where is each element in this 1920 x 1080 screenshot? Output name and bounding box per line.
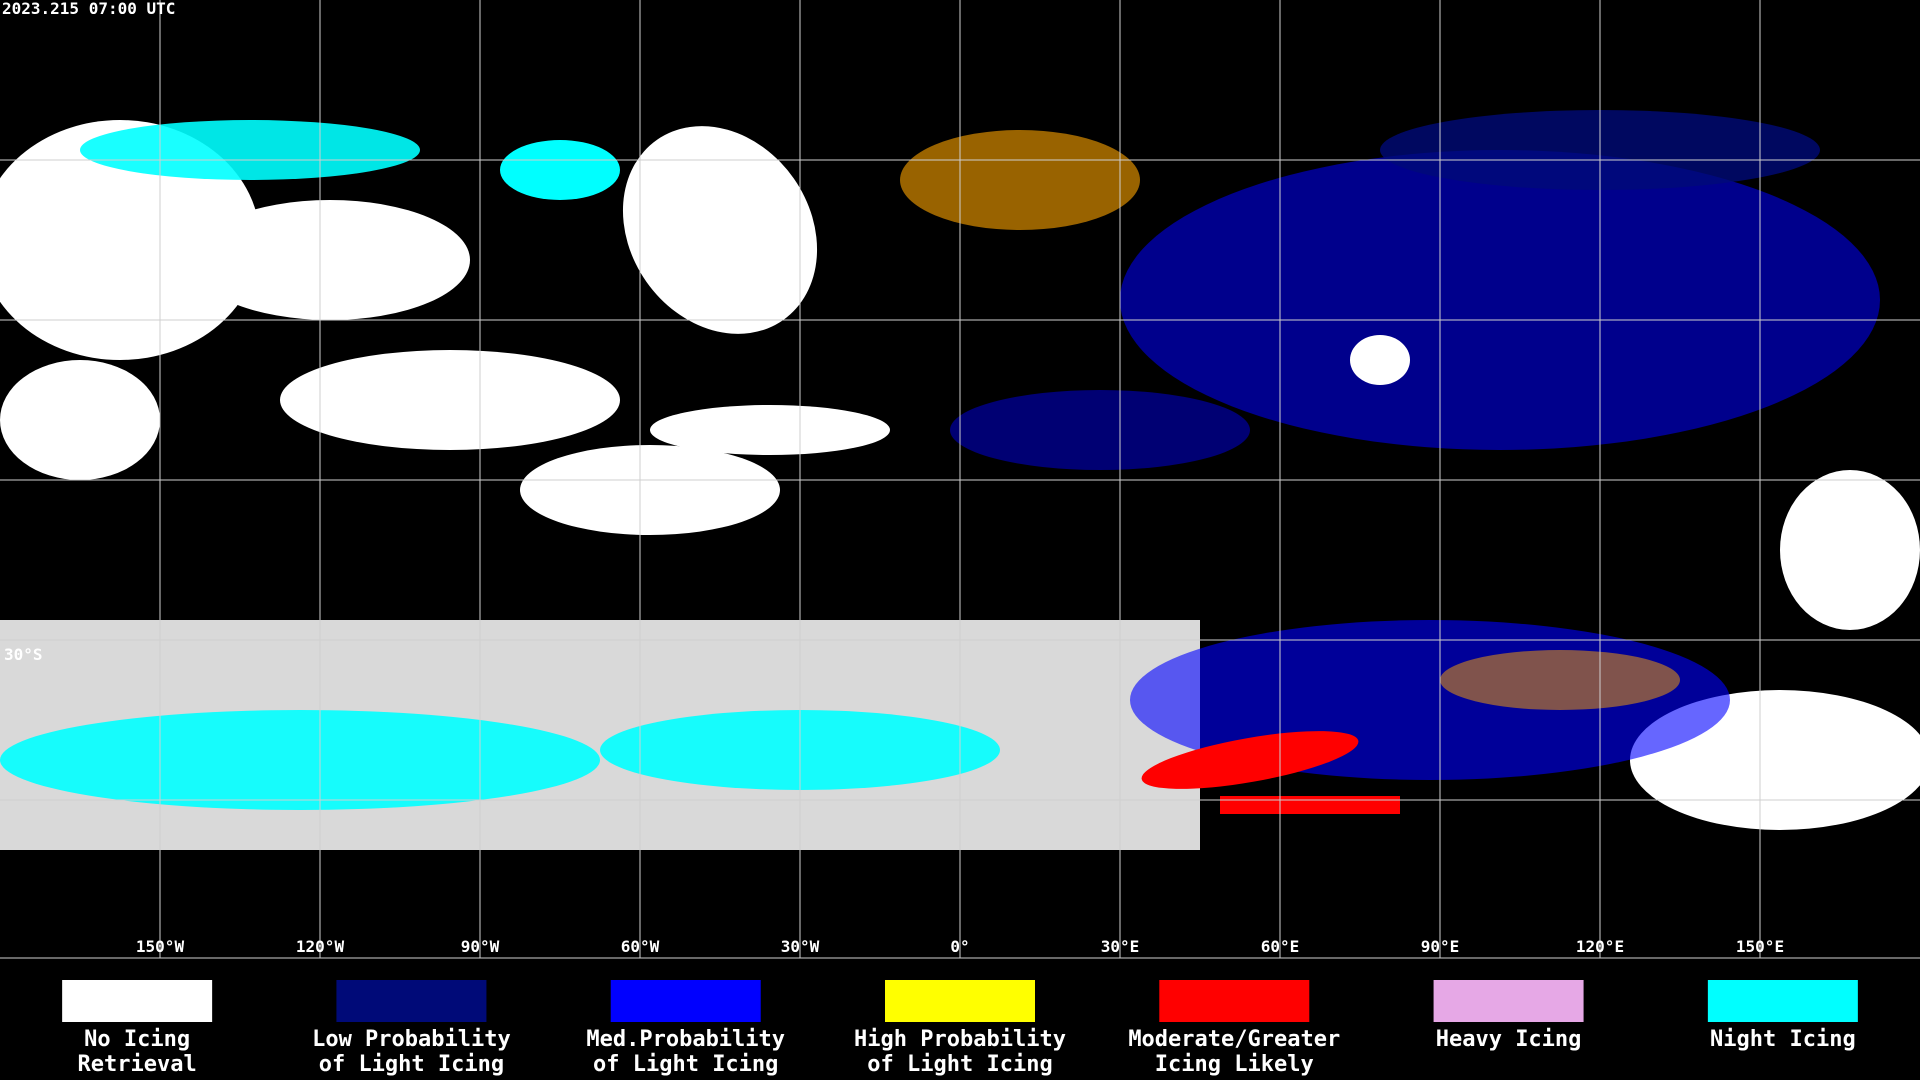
longitude-label: 30°W <box>781 937 820 956</box>
longitude-label: 60°E <box>1261 937 1300 956</box>
legend-swatch <box>62 980 213 1022</box>
night-cloud <box>80 120 420 180</box>
legend-label: Night Icing <box>1710 1027 1856 1052</box>
legend-label: Med.Probability <box>586 1027 785 1052</box>
longitude-label: 150°E <box>1736 937 1784 956</box>
cloud <box>0 360 160 480</box>
moderate-icing <box>1220 796 1400 814</box>
longitude-label: 120°W <box>296 937 345 956</box>
longitude-label: 150°W <box>136 937 185 956</box>
cloud <box>650 405 890 455</box>
latitude-label: 30°S <box>4 645 43 664</box>
legend-label: of Light Icing <box>319 1052 504 1077</box>
cloud <box>622 126 818 334</box>
longitude-label: 120°E <box>1576 937 1624 956</box>
longitude-label: 30°E <box>1101 937 1140 956</box>
graticule <box>0 0 1920 958</box>
legend-label: of Light Icing <box>593 1052 778 1077</box>
legend-label: Low Probability <box>312 1027 511 1052</box>
legend-label: High Probability <box>854 1027 1066 1052</box>
legend-swatch <box>1707 980 1858 1022</box>
legend-label: Moderate/Greater <box>1128 1027 1340 1052</box>
legend-label: Icing Likely <box>1155 1052 1314 1077</box>
cloud <box>280 350 620 450</box>
longitude-label: 90°E <box>1421 937 1460 956</box>
cloud <box>1350 335 1410 385</box>
cloud <box>1780 470 1920 630</box>
legend-label: Heavy Icing <box>1436 1027 1582 1052</box>
med-icing <box>1120 150 1880 450</box>
legend-label: of Light Icing <box>867 1052 1052 1077</box>
cloud <box>0 120 260 360</box>
legend-label: Retrieval <box>78 1052 197 1077</box>
legend-swatch <box>1159 980 1310 1022</box>
night-cloud <box>500 140 620 200</box>
moderate-icing <box>1141 731 1359 789</box>
longitude-label: 60°W <box>621 937 660 956</box>
med-icing <box>950 390 1250 470</box>
timestamp: 2023.215 07:00 UTC <box>2 0 175 18</box>
legend-swatch <box>1433 980 1584 1022</box>
longitude-label: 0° <box>950 937 969 956</box>
cloud <box>190 200 470 320</box>
high-icing <box>900 130 1140 230</box>
cloud <box>520 445 780 535</box>
legend-swatch <box>885 980 1035 1022</box>
night-cloud <box>0 710 600 810</box>
legend-label: No Icing <box>84 1027 190 1052</box>
longitude-label: 90°W <box>461 937 500 956</box>
legend-swatch <box>610 980 761 1022</box>
high-icing <box>1440 650 1680 710</box>
legend-swatch <box>336 980 487 1022</box>
